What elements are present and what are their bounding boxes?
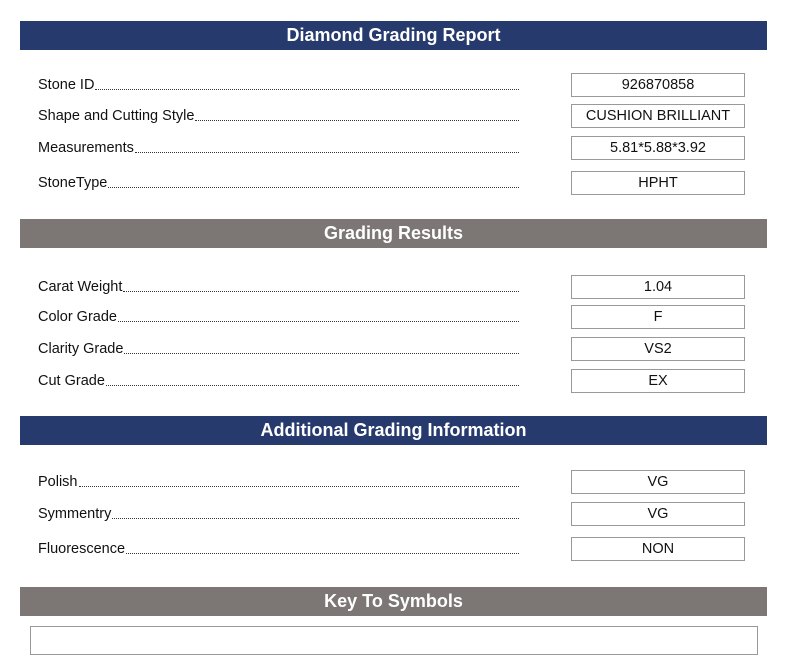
field-row: Cut Grade EX xyxy=(38,369,745,393)
field-label: Symmentry xyxy=(38,506,112,522)
field-value: 926870858 xyxy=(571,73,745,97)
section-title: Additional Grading Information xyxy=(20,416,767,445)
field-label: Carat Weight xyxy=(38,279,123,295)
field-label-wrap: Stone ID xyxy=(38,73,519,97)
field-label-wrap: Shape and Cutting Style xyxy=(38,104,519,128)
field-value: CUSHION BRILLIANT xyxy=(571,104,745,128)
section-title: Diamond Grading Report xyxy=(20,21,767,50)
field-value: EX xyxy=(571,369,745,393)
leader-dots xyxy=(112,518,519,519)
field-row: Fluorescence NON xyxy=(38,537,745,561)
field-row: Color Grade F xyxy=(38,305,745,329)
field-row: Symmentry VG xyxy=(38,502,745,526)
leader-dots xyxy=(126,553,519,554)
section-title: Key To Symbols xyxy=(20,587,767,616)
field-label-wrap: Polish xyxy=(38,470,519,494)
field-value: 1.04 xyxy=(571,275,745,299)
leader-dots xyxy=(124,353,519,354)
field-label: Shape and Cutting Style xyxy=(38,108,195,124)
field-value: NON xyxy=(571,537,745,561)
field-label-wrap: Fluorescence xyxy=(38,537,519,561)
field-label-wrap: Color Grade xyxy=(38,305,519,329)
field-label: Clarity Grade xyxy=(38,341,124,357)
field-row: Clarity Grade VS2 xyxy=(38,337,745,361)
field-label: Fluorescence xyxy=(38,541,126,557)
field-label-wrap: Symmentry xyxy=(38,502,519,526)
field-row: Measurements 5.81*5.88*3.92 xyxy=(38,136,745,160)
leader-dots xyxy=(123,291,519,292)
field-value: VG xyxy=(571,502,745,526)
field-label-wrap: Cut Grade xyxy=(38,369,519,393)
field-label: Cut Grade xyxy=(38,373,105,389)
leader-dots xyxy=(78,486,519,487)
field-label-wrap: Carat Weight xyxy=(38,275,519,299)
field-value: VG xyxy=(571,470,745,494)
field-value: F xyxy=(571,305,745,329)
leader-dots xyxy=(117,321,519,322)
field-label: StoneType xyxy=(38,175,108,191)
field-label: Color Grade xyxy=(38,309,117,325)
field-label: Polish xyxy=(38,474,78,490)
field-row: Stone ID 926870858 xyxy=(38,73,745,97)
leader-dots xyxy=(95,89,519,90)
field-row: Shape and Cutting Style CUSHION BRILLIANT xyxy=(38,104,745,128)
field-label: Stone ID xyxy=(38,77,95,93)
field-value: HPHT xyxy=(571,171,745,195)
field-label-wrap: Clarity Grade xyxy=(38,337,519,361)
field-label-wrap: Measurements xyxy=(38,136,519,160)
field-row: StoneType HPHT xyxy=(38,171,745,195)
leader-dots xyxy=(195,120,519,121)
leader-dots xyxy=(105,385,519,386)
field-value: 5.81*5.88*3.92 xyxy=(571,136,745,160)
leader-dots xyxy=(108,187,519,188)
field-value: VS2 xyxy=(571,337,745,361)
leader-dots xyxy=(134,152,519,153)
symbols-box xyxy=(30,626,758,655)
field-row: Polish VG xyxy=(38,470,745,494)
section-title: Grading Results xyxy=(20,219,767,248)
field-label: Measurements xyxy=(38,140,134,156)
field-label-wrap: StoneType xyxy=(38,171,519,195)
field-row: Carat Weight 1.04 xyxy=(38,275,745,299)
